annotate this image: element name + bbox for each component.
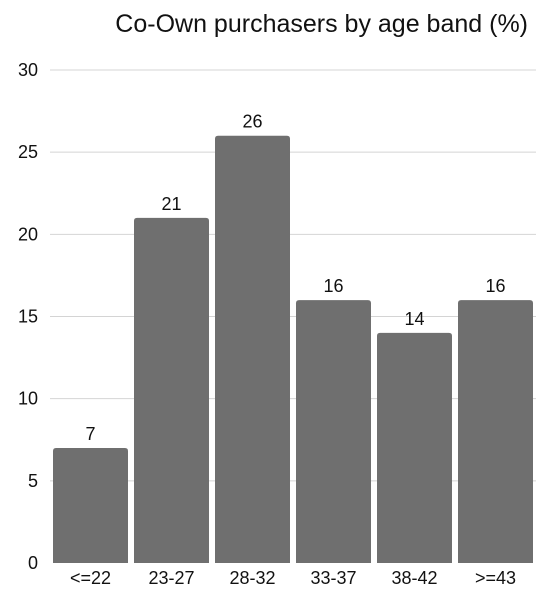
- y-tick-label-15: 15: [18, 307, 38, 327]
- y-tick-label-5: 5: [28, 471, 38, 491]
- x-tick-label-33-37: 33-37: [310, 568, 356, 588]
- y-tick-label-20: 20: [18, 224, 38, 244]
- bar-33-37: [296, 300, 371, 563]
- data-label-38-42: 14: [404, 309, 424, 329]
- x-tick-label-38-42: 38-42: [391, 568, 437, 588]
- x-tick-label-23-27: 23-27: [148, 568, 194, 588]
- bar-38-42: [377, 332, 452, 563]
- data-label-28-32: 26: [242, 112, 262, 132]
- y-tick-label-0: 0: [28, 553, 38, 573]
- bar-<=22: [53, 447, 128, 563]
- chart-title: Co-Own purchasers by age band (%): [115, 10, 528, 38]
- data-label-<=22: 7: [85, 424, 95, 444]
- bar->=43: [458, 300, 533, 563]
- bar-23-27: [134, 217, 209, 563]
- y-tick-label-25: 25: [18, 142, 38, 162]
- data-label->=43: 16: [485, 276, 505, 296]
- gridlines: [50, 69, 536, 482]
- x-tick-label-28-32: 28-32: [229, 568, 275, 588]
- data-label-23-27: 21: [161, 194, 181, 214]
- data-label-33-37: 16: [323, 276, 343, 296]
- y-tick-label-30: 30: [18, 60, 38, 80]
- x-tick-label-<=22: <=22: [70, 568, 111, 588]
- bar-28-32: [215, 135, 290, 563]
- y-tick-label-10: 10: [18, 389, 38, 409]
- bars: [53, 135, 533, 563]
- y-axis-ticks: 0 5 10 15 20 25 30: [18, 60, 38, 573]
- x-axis-ticks: <=22 23-27 28-32 33-37 38-42 >=43: [70, 568, 516, 588]
- x-tick-label->=43: >=43: [475, 568, 516, 588]
- data-labels: 7 21 26 16 14 16: [85, 112, 505, 444]
